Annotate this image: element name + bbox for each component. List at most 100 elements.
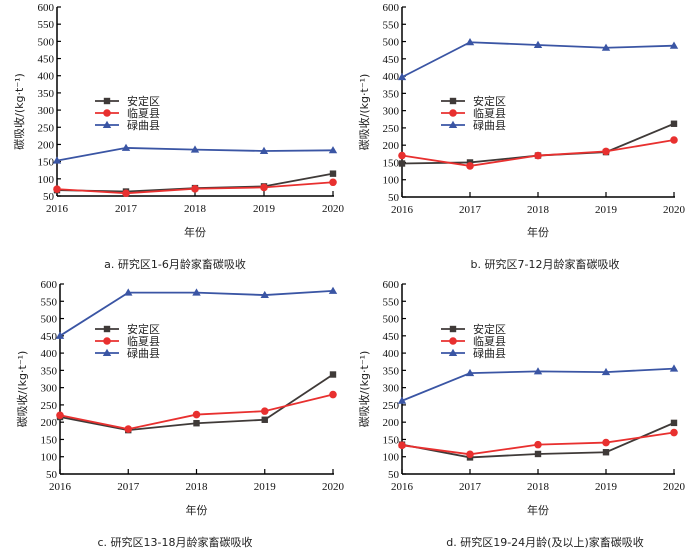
data-point-square bbox=[602, 449, 610, 456]
series-linxia bbox=[53, 178, 337, 198]
data-point-square bbox=[449, 97, 457, 105]
legend-label: 安定区 bbox=[473, 94, 506, 108]
data-point-square bbox=[670, 419, 678, 427]
y-tick-label: 600 bbox=[383, 2, 400, 14]
x-axis-label: 年份 bbox=[186, 503, 208, 517]
y-tick-label: 450 bbox=[38, 54, 55, 66]
data-point-triangle bbox=[55, 331, 65, 339]
data-point-triangle bbox=[52, 156, 62, 164]
data-point-circle bbox=[122, 189, 130, 198]
legend-item: 碌曲县 bbox=[95, 119, 160, 132]
x-tick-label: 2018 bbox=[527, 481, 550, 493]
legend-label: 临夏县 bbox=[473, 106, 506, 120]
data-point-circle bbox=[466, 162, 474, 170]
y-axis-label: 碳吸收/(kg·t⁻¹) bbox=[357, 74, 371, 151]
legend-label: 安定区 bbox=[127, 94, 160, 108]
data-point-circle bbox=[103, 337, 111, 345]
x-tick-label: 2016 bbox=[46, 203, 69, 215]
y-tick-label: 350 bbox=[38, 88, 55, 100]
y-tick-label: 500 bbox=[41, 314, 58, 326]
legend-label: 碌曲县 bbox=[127, 347, 160, 360]
legend-item: 安定区 bbox=[441, 322, 506, 336]
legend-label: 安定区 bbox=[473, 322, 506, 336]
data-point-circle bbox=[670, 428, 678, 437]
data-point-circle bbox=[124, 425, 133, 433]
legend-item: 安定区 bbox=[441, 94, 506, 108]
data-point-triangle bbox=[260, 290, 269, 299]
chart-panel-a: 50 100 150 200 250 300 350 400 450 500 550 600 2016 2… bbox=[12, 2, 345, 271]
data-point-triangle bbox=[328, 146, 338, 154]
y-tick-label: 300 bbox=[383, 106, 400, 118]
y-tick-label: 200 bbox=[41, 417, 58, 429]
data-point-circle bbox=[670, 136, 678, 144]
legend-item: 碌曲县 bbox=[441, 119, 506, 132]
y-tick-label: 150 bbox=[38, 157, 55, 169]
y-tick-label: 250 bbox=[383, 123, 400, 135]
y-tick-label: 200 bbox=[383, 140, 400, 152]
data-point-square bbox=[329, 170, 337, 177]
series-linxia bbox=[398, 428, 678, 459]
y-tick-label: 500 bbox=[383, 37, 400, 49]
y-tick-label: 400 bbox=[383, 348, 400, 360]
y-tick-label: 300 bbox=[383, 383, 400, 395]
data-point-triangle bbox=[669, 41, 679, 49]
legend-label: 临夏县 bbox=[127, 106, 160, 120]
legend-item: 临夏县 bbox=[441, 334, 506, 348]
y-tick-label: 450 bbox=[383, 54, 400, 66]
y-axis-label: 碳吸收/(kg·t⁻¹) bbox=[15, 351, 29, 428]
x-tick-label: 2017 bbox=[459, 204, 482, 216]
y-tick-label: 150 bbox=[41, 434, 58, 446]
y-tick-label: 300 bbox=[41, 383, 58, 395]
x-axis-label: 年份 bbox=[184, 225, 206, 239]
series-anding bbox=[398, 419, 678, 461]
data-point-triangle bbox=[259, 146, 269, 154]
legend-label: 安定区 bbox=[127, 322, 160, 336]
y-tick-label: 600 bbox=[38, 2, 55, 14]
y-axis-label: 碳吸收/(kg·t⁻¹) bbox=[357, 351, 371, 428]
y-tick-label: 450 bbox=[383, 331, 400, 343]
data-point-triangle bbox=[124, 288, 133, 296]
y-tick-label: 100 bbox=[383, 175, 400, 187]
x-tick-label: 2018 bbox=[184, 203, 207, 215]
y-tick-label: 250 bbox=[383, 400, 400, 412]
legend-label: 碌曲县 bbox=[473, 119, 506, 132]
y-tick-label: 50 bbox=[388, 469, 400, 481]
data-point-triangle bbox=[397, 72, 407, 81]
data-point-circle bbox=[53, 185, 61, 193]
y-tick-label: 350 bbox=[383, 365, 400, 377]
x-tick-label: 2017 bbox=[459, 481, 482, 493]
data-point-square bbox=[670, 120, 678, 127]
y-tick-label: 550 bbox=[383, 19, 400, 31]
data-point-circle bbox=[191, 184, 199, 193]
data-point-triangle bbox=[533, 40, 543, 48]
series-anding bbox=[398, 120, 678, 167]
y-tick-label: 100 bbox=[41, 452, 58, 464]
y-tick-label: 350 bbox=[383, 88, 400, 100]
legend-item: 临夏县 bbox=[441, 106, 506, 120]
series-luqu bbox=[55, 286, 338, 339]
legend-label: 碌曲县 bbox=[473, 347, 506, 360]
chart-caption: c. 研究区13-18月龄家畜碳吸收 bbox=[97, 535, 252, 549]
data-point-square bbox=[103, 325, 111, 333]
series-linxia bbox=[398, 136, 678, 170]
legend-label: 临夏县 bbox=[473, 334, 506, 348]
data-point-circle bbox=[329, 178, 337, 187]
y-tick-label: 300 bbox=[38, 105, 55, 117]
y-tick-label: 600 bbox=[41, 279, 58, 291]
data-point-triangle bbox=[190, 145, 200, 153]
x-tick-label: 2017 bbox=[117, 481, 140, 493]
x-axis-label: 年份 bbox=[527, 503, 549, 517]
y-tick-label: 350 bbox=[41, 365, 58, 377]
data-point-circle bbox=[192, 410, 201, 419]
series-linxia bbox=[56, 390, 337, 433]
data-point-circle bbox=[260, 183, 268, 192]
x-tick-label: 2020 bbox=[322, 481, 345, 493]
data-point-square bbox=[534, 450, 542, 458]
data-point-circle bbox=[398, 151, 406, 160]
y-tick-label: 450 bbox=[41, 331, 58, 343]
chart-caption: a. 研究区1-6月龄家畜碳吸收 bbox=[104, 257, 246, 271]
chart-panel-d: 50 100 150 200 250 300 350 400 450 500 550 600 2016 2… bbox=[357, 279, 686, 549]
data-point-triangle bbox=[448, 348, 458, 356]
